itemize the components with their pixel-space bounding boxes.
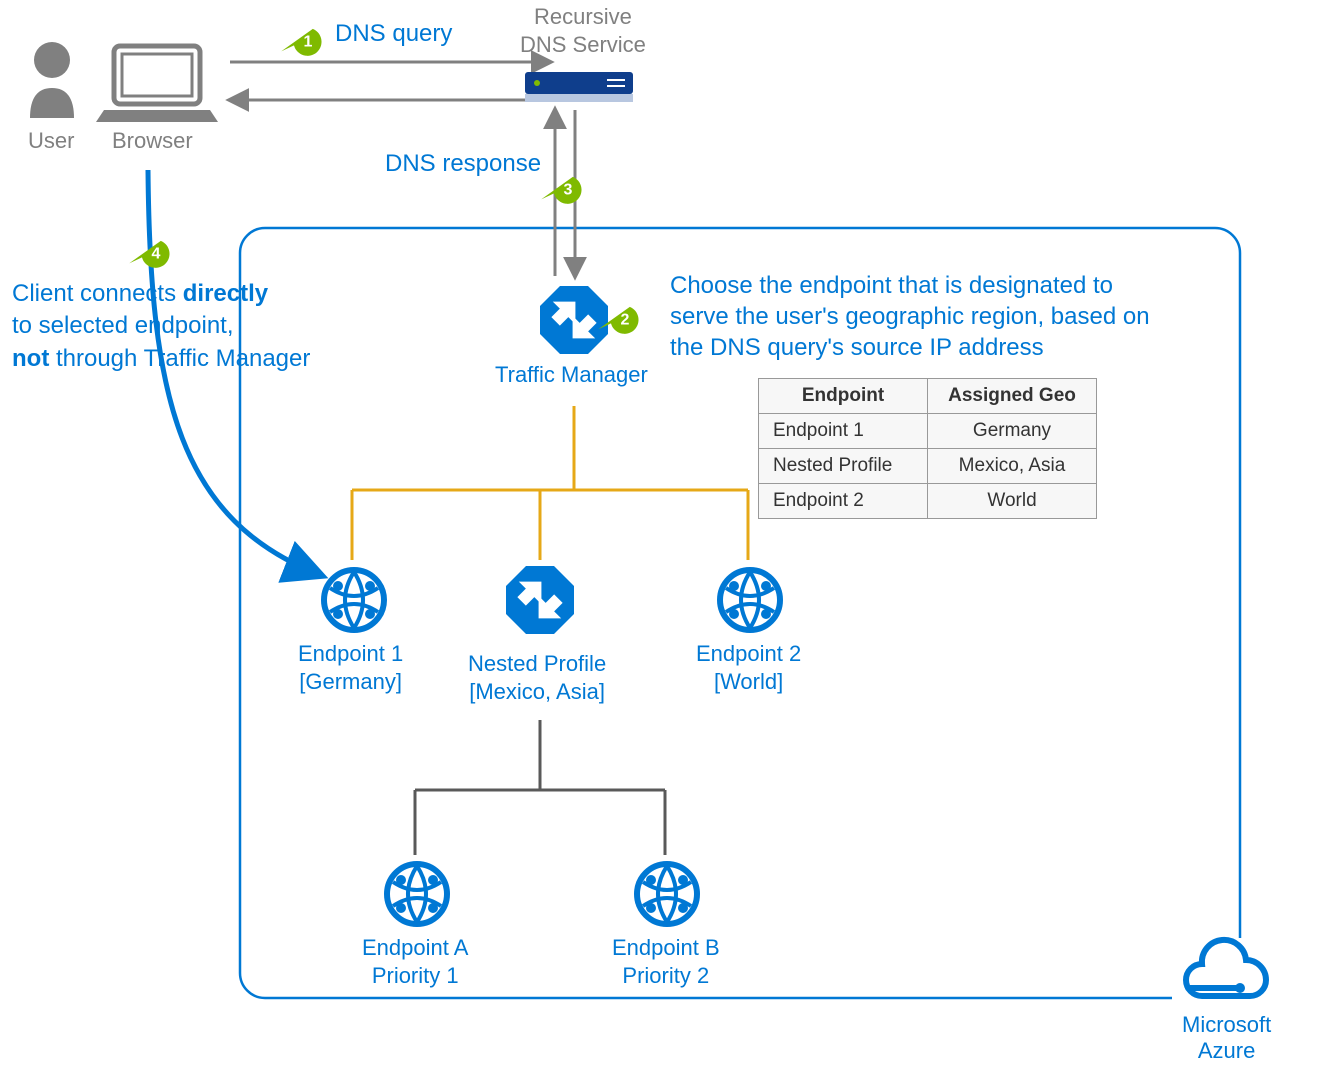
traffic-manager-icon <box>540 286 608 354</box>
badge-1: 1 <box>281 21 325 63</box>
endpoint-1-icon <box>324 570 384 630</box>
browser-label: Browser <box>112 128 193 154</box>
dns-router-icon <box>525 72 633 102</box>
table-header: Assigned Geo <box>928 379 1097 414</box>
table-row: Endpoint 1Germany <box>759 414 1097 449</box>
endpoint-1-label: Endpoint 1[Germany] <box>298 640 403 695</box>
table-row: Nested ProfileMexico, Asia <box>759 449 1097 484</box>
client-connects-text: Client connects directly to selected end… <box>12 278 310 375</box>
endpoint-2-label: Endpoint 2[World] <box>696 640 801 695</box>
svg-text:3: 3 <box>564 182 573 199</box>
endpoint-b-icon <box>637 864 697 924</box>
dns-response-label: DNS response <box>385 150 541 178</box>
dns-query-label: DNS query <box>335 20 452 48</box>
azure-label: MicrosoftAzure <box>1182 1012 1271 1065</box>
azure-cloud-icon <box>1172 938 1280 1008</box>
svg-text:1: 1 <box>304 34 313 51</box>
svg-text:2: 2 <box>621 312 630 329</box>
diagram-canvas: 1 2 3 4 <box>0 0 1324 1081</box>
user-label: User <box>28 128 74 154</box>
connector-gold <box>352 406 748 560</box>
endpoint-a-label: Endpoint APriority 1 <box>362 934 468 989</box>
endpoint-b-label: Endpoint BPriority 2 <box>612 934 720 989</box>
tm-description: Choose the endpoint that is designated t… <box>670 270 1150 364</box>
nested-profile-label: Nested Profile[Mexico, Asia] <box>468 650 606 705</box>
endpoint-a-icon <box>387 864 447 924</box>
user-icon <box>30 42 74 118</box>
connector-grey <box>415 720 665 855</box>
laptop-icon <box>96 46 218 122</box>
traffic-manager-label: Traffic Manager <box>495 362 648 388</box>
table-row: Endpoint 2World <box>759 484 1097 519</box>
badge-3: 3 <box>541 169 585 211</box>
geo-table: Endpoint Assigned Geo Endpoint 1Germany … <box>758 378 1097 519</box>
table-header: Endpoint <box>759 379 928 414</box>
table-header-row: Endpoint Assigned Geo <box>759 379 1097 414</box>
dns-title: RecursiveDNS Service <box>520 3 646 58</box>
nested-profile-icon <box>506 566 574 634</box>
svg-text:4: 4 <box>152 246 161 263</box>
endpoint-2-icon <box>720 570 780 630</box>
